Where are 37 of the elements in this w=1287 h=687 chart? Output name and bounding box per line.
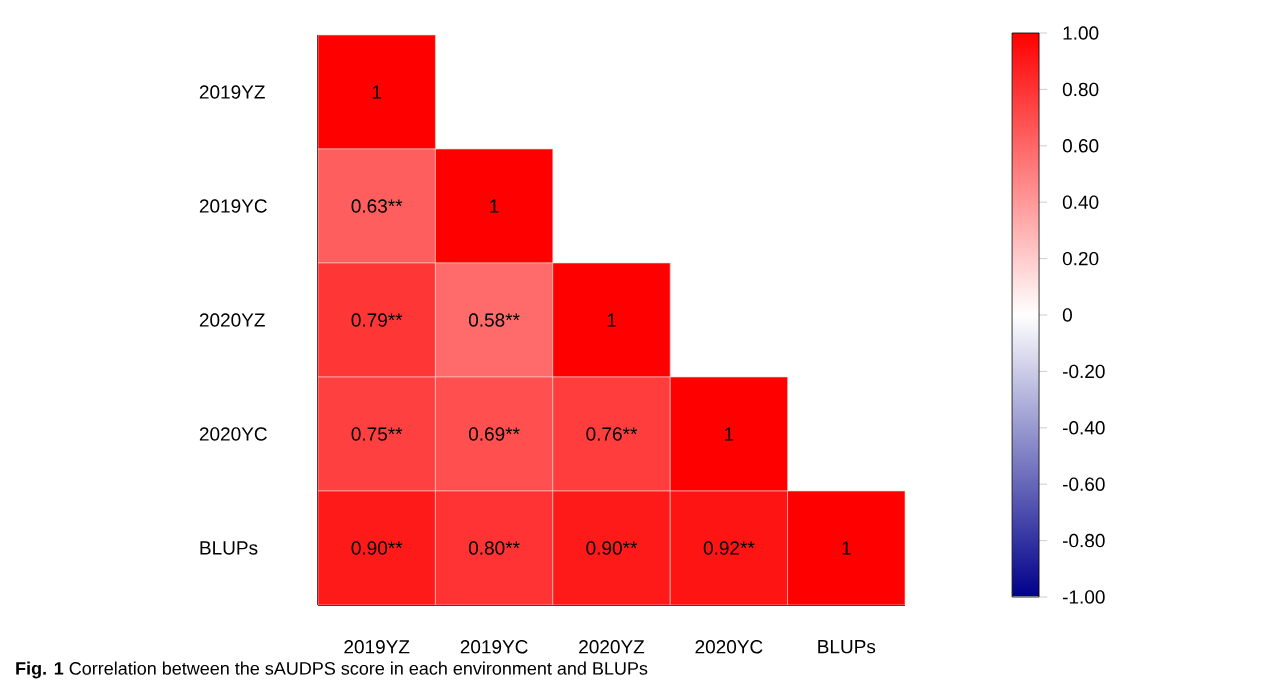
data-label: 0.75** [351,427,403,441]
color-bar-label: -0.80 [1062,533,1105,548]
text: Fig. 1 Correlation between the sAUDPS score in each environment and BLUPs [16,661,648,679]
data-label: 0.92** [703,541,755,555]
color-bar-label: -0.60 [1062,477,1105,491]
color-bar-label: 0.20 [1062,251,1099,266]
y-tick-label: 2020YC [199,427,267,441]
data-label: 0.90** [586,541,638,555]
data-label: 1 [607,313,616,327]
data-label: 1 [490,199,499,213]
color-bar-label: -1.00 [1062,590,1105,604]
color-bar-label: 0.80 [1062,82,1099,97]
data-label: 0.79** [351,313,403,327]
data-label: 0.90** [351,541,403,555]
y-tick-label: 2019YC [199,199,267,213]
data-label: 0.76** [586,427,638,441]
color-bar-label: 0 [1062,308,1072,322]
data-label: 1 [372,85,382,99]
x-tick-label: 2019YC [460,640,528,654]
data-label: 1 [725,427,734,441]
data-label: 0.58** [468,313,520,327]
data-label: 1 [842,541,851,555]
x-tick-label: 2020YZ [579,640,645,654]
color-bar-label: 0.40 [1062,195,1099,209]
data-label: 0.80** [468,541,520,555]
color-bar-label: 0.60 [1062,139,1099,153]
data-label: 0.63** [351,199,403,213]
y-tick-label: 2020YZ [199,313,265,327]
data-label: 0.69** [468,427,520,441]
x-tick-label: 2020YC [695,640,763,654]
y-tick-label: BLUPs [200,541,258,555]
y-tick-label: 2019YZ [199,85,265,99]
color-bar-label: -0.20 [1062,364,1105,379]
color-bar-label: -0.40 [1062,421,1105,435]
x-tick-label: 2019YZ [344,640,410,654]
color-bar-label: 1.00 [1063,26,1099,40]
x-tick-label: BLUPs [818,640,876,654]
